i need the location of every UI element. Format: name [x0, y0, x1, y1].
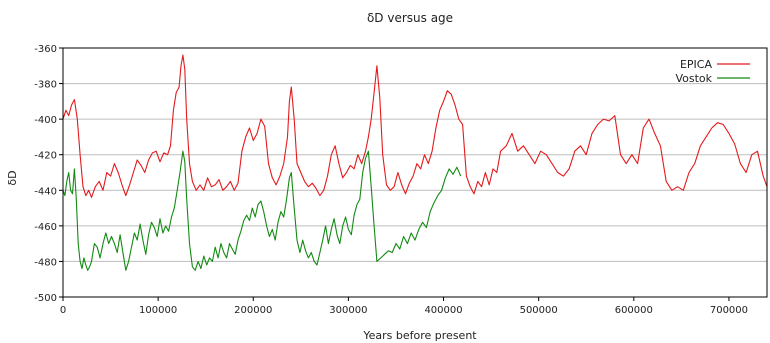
x-tick-label: 400000 [424, 305, 462, 316]
legend-label-vostok: Vostok [675, 72, 712, 85]
y-tick-label: -380 [34, 80, 57, 91]
y-tick-label: -440 [34, 186, 57, 197]
series-line-epica [62, 54, 768, 198]
series-line-vostok [62, 150, 462, 271]
y-tick-label: -400 [34, 115, 57, 126]
x-axis-label: Years before present [362, 329, 477, 342]
x-tick-label: 600000 [615, 305, 653, 316]
x-tick-label: 300000 [329, 305, 367, 316]
x-tick-labels: 0 100000 200000 300000 400000 500000 600000 700… [60, 297, 748, 316]
y-tick-labels: -500 -480 -460 -440 -420 -400 -380 -360 [34, 44, 63, 304]
legend-label-epica: EPICA [680, 58, 713, 71]
chart-title: δD versus age [367, 11, 453, 25]
series-layer [62, 54, 768, 271]
y-tick-label: -420 [34, 151, 57, 162]
y-tick-label: -500 [34, 293, 57, 304]
plot-frame [62, 47, 768, 298]
y-tick-label: -480 [34, 257, 57, 268]
x-tick-label: 700000 [710, 305, 748, 316]
y-tick-label: -360 [34, 44, 57, 55]
y-axis-label: δD [6, 170, 19, 185]
y-tick-label: -460 [34, 222, 57, 233]
legend: EPICA Vostok [675, 58, 750, 85]
x-tick-label: 0 [60, 305, 66, 316]
x-tick-label: 200000 [234, 305, 272, 316]
x-tick-label: 500000 [520, 305, 558, 316]
x-tick-label: 100000 [139, 305, 177, 316]
